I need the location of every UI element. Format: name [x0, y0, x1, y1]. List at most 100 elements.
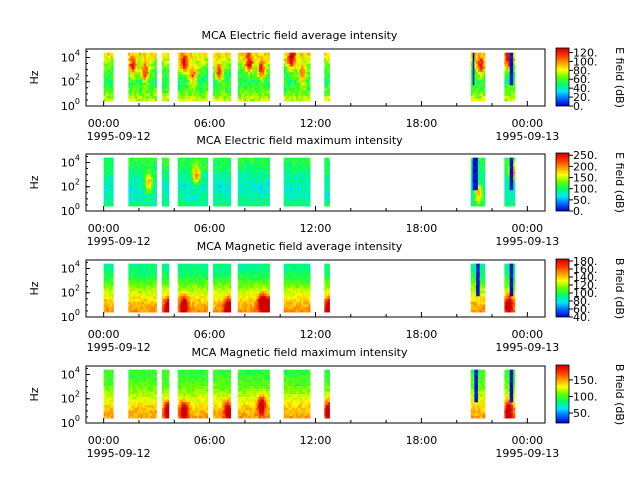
spectrogram-cell [243, 93, 246, 97]
spectrogram-cell [163, 195, 166, 199]
spectrogram-cell [472, 184, 475, 188]
spectrogram-cell [163, 95, 166, 99]
spectrogram-cell [292, 66, 295, 70]
spectrogram-cell [225, 55, 228, 59]
spectrogram-cell [140, 181, 143, 185]
spectrogram-cell [470, 95, 473, 99]
spectrogram-cell [200, 304, 203, 308]
spectrogram-cell [306, 60, 309, 64]
spectrogram-cell [110, 304, 113, 308]
spectrogram-cell [131, 87, 134, 91]
spectrogram-cell [260, 168, 263, 172]
spectrogram-cell [198, 52, 202, 56]
spectrogram-cell [241, 184, 244, 188]
spectrogram-cell [147, 277, 150, 281]
spectrogram-cell [213, 163, 216, 167]
spectrogram-cell [285, 187, 288, 191]
spectrogram-cell [304, 165, 307, 169]
spectrogram-cell [246, 84, 249, 88]
spectrogram-cell [266, 63, 269, 67]
spectrogram-cell [251, 290, 255, 294]
spectrogram-cell [137, 74, 140, 78]
spectrogram-cell [223, 192, 226, 196]
spectrogram-cell [260, 76, 263, 80]
spectrogram-cell [154, 168, 157, 172]
spectrogram-cell [259, 187, 262, 191]
spectrogram-cell [153, 71, 156, 75]
spectrogram-cell [204, 274, 207, 278]
spectrogram-cell [149, 271, 152, 275]
spectrogram-cell [250, 160, 253, 164]
spectrogram-cell [214, 95, 217, 99]
spectrogram-cell [179, 87, 182, 91]
spectrogram-cell [153, 60, 156, 64]
spectrogram-cell [181, 87, 184, 91]
spectrogram-cell [248, 290, 251, 294]
colorbar-tick-label: 0. [573, 100, 584, 113]
spectrogram-cell [296, 84, 299, 88]
spectrogram-cell [509, 60, 512, 64]
spectrogram-cell [326, 76, 329, 80]
spectrogram-cell [229, 282, 232, 286]
spectrogram-cell [513, 168, 516, 172]
spectrogram-cell [184, 168, 187, 172]
spectrogram-cell [507, 168, 510, 172]
spectrogram-cell [470, 165, 473, 169]
spectrogram-cell [251, 63, 255, 67]
spectrogram-cell [103, 79, 106, 83]
spectrogram-cell [144, 74, 147, 78]
spectrogram-cell [195, 285, 198, 289]
spectrogram-cell [292, 157, 295, 161]
spectrogram-cell [513, 79, 516, 83]
spectrogram-cell [184, 66, 187, 70]
spectrogram-cell [167, 90, 170, 94]
spectrogram-cell [289, 189, 292, 193]
spectrogram-cell [218, 287, 221, 291]
spectrogram-cell [190, 290, 193, 294]
spectrogram-cell [183, 290, 186, 294]
spectrogram-cell [285, 93, 288, 97]
spectrogram-cell [135, 52, 138, 56]
spectrogram-cell [165, 304, 168, 308]
spectrogram-cell [479, 179, 482, 183]
spectrogram-cell [167, 66, 170, 70]
spectrogram-cell [140, 79, 143, 83]
spectrogram-cell [260, 71, 263, 75]
spectrogram-cell [477, 195, 480, 199]
spectrogram-cell [144, 198, 147, 202]
spectrogram-cell [146, 76, 149, 80]
spectrogram-cell [294, 181, 297, 185]
spectrogram-cell [227, 60, 230, 64]
spectrogram-cell [243, 76, 246, 80]
colorbar-tick-label: 150. [573, 172, 598, 185]
spectrogram-cell [509, 176, 512, 180]
spectrogram-cell [177, 84, 180, 88]
spectrogram-cell [216, 160, 219, 164]
spectrogram-cell [509, 63, 512, 67]
spectrogram-cell [218, 82, 221, 86]
spectrogram-cell [128, 93, 131, 97]
spectrogram-cell [200, 293, 203, 297]
spectrogram-cell [147, 279, 150, 283]
spectrogram-cell [190, 271, 193, 275]
spectrogram-cell [154, 60, 157, 64]
y-tick-label: 100 [61, 202, 80, 218]
spectrogram-cell [167, 95, 170, 99]
spectrogram-cell [289, 157, 292, 161]
spectrogram-cell [250, 58, 253, 62]
spectrogram-cell [191, 95, 194, 99]
spectrogram-cell [130, 66, 133, 70]
spectrogram-cell [506, 68, 509, 72]
spectrogram-cell [188, 93, 191, 97]
spectrogram-cell [193, 195, 196, 199]
spectrogram-cell [297, 165, 300, 169]
spectrogram-cell [191, 309, 194, 313]
spectrogram-cell [299, 173, 302, 177]
spectrogram-cell [290, 187, 293, 191]
spectrogram-cell [476, 189, 479, 193]
spectrogram-cell [179, 58, 182, 62]
spectrogram-cell [296, 63, 299, 67]
spectrogram-cell [267, 55, 270, 59]
spectrogram-cell [303, 58, 306, 62]
spectrogram-cell [287, 87, 290, 91]
